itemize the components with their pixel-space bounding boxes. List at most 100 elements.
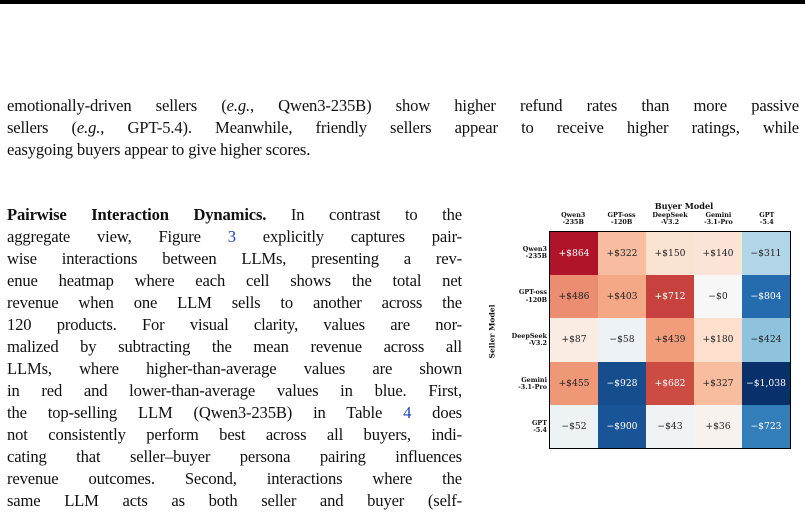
heatmap-cell: −$928 — [598, 361, 646, 405]
heatmap-cell: +$486 — [550, 275, 598, 319]
text-segment: malized by subtracting the mean revenue … — [7, 337, 462, 356]
heatmap-cell-value: +$439 — [654, 334, 686, 346]
heatmap-cell: −$43 — [646, 404, 694, 448]
heatmap-cell-value: −$311 — [750, 248, 782, 260]
pairwise-paragraph-line: Pairwise Interaction Dynamics. In contra… — [7, 204, 462, 226]
heatmap-cell-value: +$682 — [654, 377, 686, 389]
heatmap-cell-value: +$486 — [558, 291, 590, 303]
top-paragraph-line: emotionally-driven sellers (e.g., Qwen3-… — [7, 95, 799, 117]
text-segment: sellers ( — [7, 118, 77, 137]
text-segment: cating that seller–buyer persona pairing… — [7, 447, 462, 466]
heatmap-row-label: Qwen3 -235B — [522, 244, 547, 260]
heatmap-cell: −$1,038 — [742, 361, 790, 405]
top-paragraph-line: easygoing buyers appear to give higher s… — [7, 139, 799, 161]
heatmap-cell-value: −$0 — [708, 291, 728, 303]
pairwise-paragraph-line: enue heatmap where each cell shows the t… — [7, 270, 462, 292]
heatmap-cell-value: −$52 — [561, 420, 587, 432]
pairwise-paragraph-line: not consistently perform best across all… — [7, 424, 462, 446]
heatmap-column-label: GPT -5.4 — [759, 211, 775, 227]
heatmap-cell: +$439 — [646, 318, 694, 362]
heatmap-cell: +$180 — [694, 318, 742, 362]
heatmap-cell: −$58 — [598, 318, 646, 362]
heatmap-column-label: GPT-oss -120B — [607, 211, 636, 227]
heatmap-cell-value: −$804 — [750, 291, 782, 303]
heatmap-cell-value: +$150 — [654, 248, 686, 260]
top-paragraph-line: sellers (e.g., GPT-5.4). Meanwhile, frie… — [7, 117, 799, 139]
heatmap-cell-value: +$36 — [705, 420, 731, 432]
text-segment: LLMs, where higher-than-average values a… — [7, 359, 462, 378]
pairwise-paragraph-line: revenue when one LLM sells to another ac… — [7, 292, 462, 314]
heatmap-cell: −$311 — [742, 232, 790, 276]
text-segment: aggregate view, Figure — [7, 227, 228, 246]
heatmap-cell: −$424 — [742, 318, 790, 362]
cross-reference-link[interactable]: 4 — [403, 403, 412, 422]
text-segment: revenue outcomes. Second, interactions w… — [7, 469, 462, 488]
text-segment: e.g. — [226, 96, 251, 115]
pairwise-paragraph-line: malized by subtracting the mean revenue … — [7, 336, 462, 358]
heatmap-cell: +$87 — [550, 318, 598, 362]
heatmap-cell: −$0 — [694, 275, 742, 319]
heatmap-cell-value: −$1,038 — [746, 377, 786, 389]
pairwise-paragraph-line: wise interactions between LLMs, presenti… — [7, 248, 462, 270]
pairwise-paragraph-line: same LLM acts as both seller and buyer (… — [7, 490, 462, 512]
heatmap-column-label: DeepSeek -V3.2 — [652, 211, 688, 227]
heatmap-cell-value: −$43 — [657, 420, 683, 432]
text-segment: , GPT-5.4). Meanwhile, friendly sellers … — [100, 118, 799, 137]
pairwise-paragraph-line: aggregate view, Figure 3 explicitly capt… — [7, 226, 462, 248]
heatmap-grid: +$864 +$322 +$150 +$140 −$311 +$486 +$403 +$712… — [549, 231, 791, 449]
pairwise-paragraph-line: cating that seller–buyer persona pairing… — [7, 446, 462, 468]
text-segment: same LLM acts as both seller and buyer (… — [7, 491, 462, 510]
text-segment: revenue when one LLM sells to another ac… — [7, 293, 462, 312]
heatmap-cell: −$900 — [598, 404, 646, 448]
heatmap-cell-value: +$322 — [606, 248, 638, 260]
heatmap-cell: −$52 — [550, 404, 598, 448]
heatmap-row-label: Gemini -3.1-Pro — [518, 375, 547, 391]
heatmap-cell: +$36 — [694, 404, 742, 448]
text-segment: explicitly captures pair- — [235, 227, 462, 246]
heatmap-cell: +$327 — [694, 361, 742, 405]
heatmap-cell-value: +$455 — [558, 377, 590, 389]
heatmap-row-label: DeepSeek -V3.2 — [511, 332, 547, 348]
heatmap-cell-value: −$424 — [750, 334, 782, 346]
heatmap-cell: −$804 — [742, 275, 790, 319]
heatmap-cell-value: −$900 — [606, 420, 638, 432]
heatmap-row-label: GPT -5.4 — [531, 419, 547, 435]
body-paragraph-pairwise: Pairwise Interaction Dynamics. In contra… — [7, 204, 462, 512]
heatmap-cell: +$150 — [646, 232, 694, 276]
heatmap-cell-value: −$723 — [750, 420, 782, 432]
heatmap-cell-value: −$928 — [606, 377, 638, 389]
pairwise-paragraph-line: LLMs, where higher-than-average values a… — [7, 358, 462, 380]
text-segment: , Qwen3-235B) show higher refund rates t… — [249, 96, 800, 115]
heatmap-column-label: Gemini -3.1-Pro — [703, 211, 733, 227]
heatmap-cell: +$712 — [646, 275, 694, 319]
heatmap-cell-value: +$403 — [606, 291, 638, 303]
heatmap-cell-value: +$140 — [702, 248, 734, 260]
heatmap-cell-value: +$180 — [702, 334, 734, 346]
pairwise-paragraph-line: the top-selling LLM (Qwen3-235B) in Tabl… — [7, 402, 462, 424]
pairwise-paragraph-line: in red and lower-than-average values in … — [7, 380, 462, 402]
top-rule — [0, 0, 805, 4]
heatmap-cell: +$140 — [694, 232, 742, 276]
text-segment: wise interactions between LLMs, presenti… — [7, 249, 462, 268]
pairwise-paragraph-line: revenue outcomes. Second, interactions w… — [7, 468, 462, 490]
text-segment: emotionally-driven sellers ( — [7, 96, 227, 115]
text-segment: e.g. — [76, 118, 101, 137]
cross-reference-link[interactable]: 3 — [227, 227, 236, 246]
heatmap-cell-value: +$712 — [654, 291, 686, 303]
heatmap-cell: +$455 — [550, 361, 598, 405]
text-segment: in red and lower-than-average values in … — [7, 381, 462, 400]
heatmap-cell: +$322 — [598, 232, 646, 276]
heatmap-cell-value: +$87 — [561, 334, 587, 346]
heatmap-cell: +$403 — [598, 275, 646, 319]
heatmap-cell-value: +$327 — [702, 377, 734, 389]
text-segment: does — [411, 403, 462, 422]
text-segment: 120 products. For visual clarity, values… — [7, 315, 462, 334]
heatmap-cell: −$723 — [742, 404, 790, 448]
heatmap-cell: +$864 — [550, 232, 598, 276]
text-segment: In contrast to the — [266, 205, 462, 224]
text-segment: the top-selling LLM (Qwen3-235B) in Tabl… — [7, 403, 404, 422]
heatmap-title: Buyer Model — [654, 201, 714, 211]
text-segment: enue heatmap where each cell shows the t… — [7, 271, 462, 290]
revenue-heatmap-figure: Buyer Model Seller Model Qwen3 -235B GPT-o… — [483, 198, 801, 456]
heatmap-cell-value: −$58 — [609, 334, 635, 346]
